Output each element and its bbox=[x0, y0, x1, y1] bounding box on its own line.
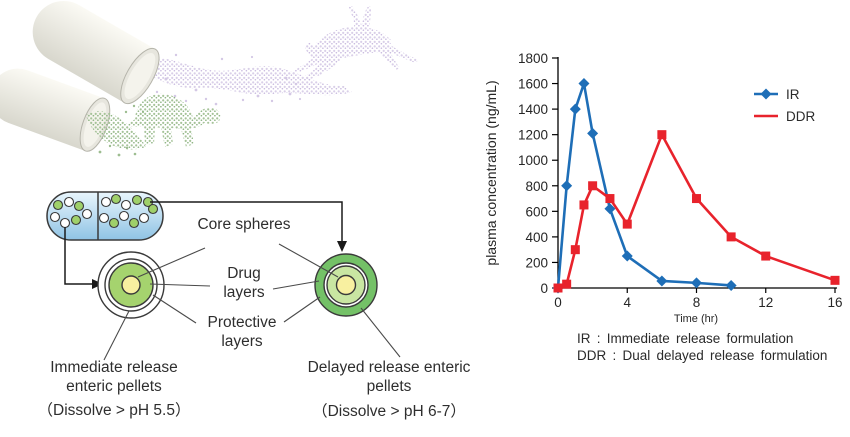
immediate-dissolve-label: （Dissolve > pH 5.5） bbox=[37, 402, 191, 419]
svg-text:600: 600 bbox=[525, 204, 548, 219]
leader-lines bbox=[103, 243, 401, 361]
delayed-pellet-diagram bbox=[314, 253, 378, 317]
svg-text:Time (hr): Time (hr) bbox=[674, 313, 718, 325]
svg-text:plasma concentration (ng/mL): plasma concentration (ng/mL) bbox=[483, 80, 499, 265]
svg-text:1200: 1200 bbox=[518, 128, 548, 143]
svg-text:DDR: DDR bbox=[786, 109, 815, 124]
tortoise-hare-illustration bbox=[0, 1, 418, 157]
svg-text:400: 400 bbox=[525, 230, 548, 245]
core-spheres-label: Core spheres bbox=[197, 216, 291, 233]
svg-text:800: 800 bbox=[525, 179, 548, 194]
capsule-half-upper bbox=[32, 1, 160, 105]
svg-text:1800: 1800 bbox=[518, 51, 548, 66]
capsule-pellets bbox=[49, 193, 159, 229]
svg-text:12: 12 bbox=[758, 295, 773, 310]
immediate-pellet-diagram bbox=[97, 251, 165, 319]
svg-text:16: 16 bbox=[827, 295, 842, 310]
svg-text:200: 200 bbox=[525, 255, 548, 270]
capsule-to-delayed-arrow bbox=[150, 201, 347, 252]
svg-text:1400: 1400 bbox=[518, 102, 548, 117]
chart-caption-ddr: DDR : Dual delayed release formulation bbox=[577, 348, 828, 363]
delayed-dissolve-label: （Dissolve > pH 6-7） bbox=[312, 403, 466, 420]
purple-pellet-trail bbox=[138, 53, 352, 106]
svg-text:8: 8 bbox=[693, 295, 701, 310]
protective-layers-label: Protective layers bbox=[207, 314, 277, 350]
immediate-pellets-label: Immediate release enteric pellets bbox=[50, 359, 178, 395]
svg-text:0: 0 bbox=[540, 281, 548, 296]
svg-text:1600: 1600 bbox=[518, 77, 548, 92]
svg-text:IR: IR bbox=[786, 87, 800, 102]
tortoise-icon bbox=[126, 93, 221, 147]
hare-icon bbox=[287, 5, 418, 82]
pk-chart: 0 200 400 600 800 1000 1200 1400 1600 1800 0 4 8 12 16… bbox=[483, 51, 843, 325]
delayed-pellets-label: Delayed release enteric pellets bbox=[307, 359, 471, 395]
pellet-structure-diagram bbox=[46, 191, 401, 361]
svg-text:1000: 1000 bbox=[518, 153, 548, 168]
capsule-diagram bbox=[46, 191, 164, 241]
chart-caption-ir: IR : Immediate release formulation bbox=[577, 331, 794, 346]
svg-text:0: 0 bbox=[554, 295, 562, 310]
green-pellet-spill bbox=[86, 104, 146, 157]
svg-text:4: 4 bbox=[623, 295, 631, 310]
drug-layers-label: Drug layers bbox=[223, 265, 265, 301]
